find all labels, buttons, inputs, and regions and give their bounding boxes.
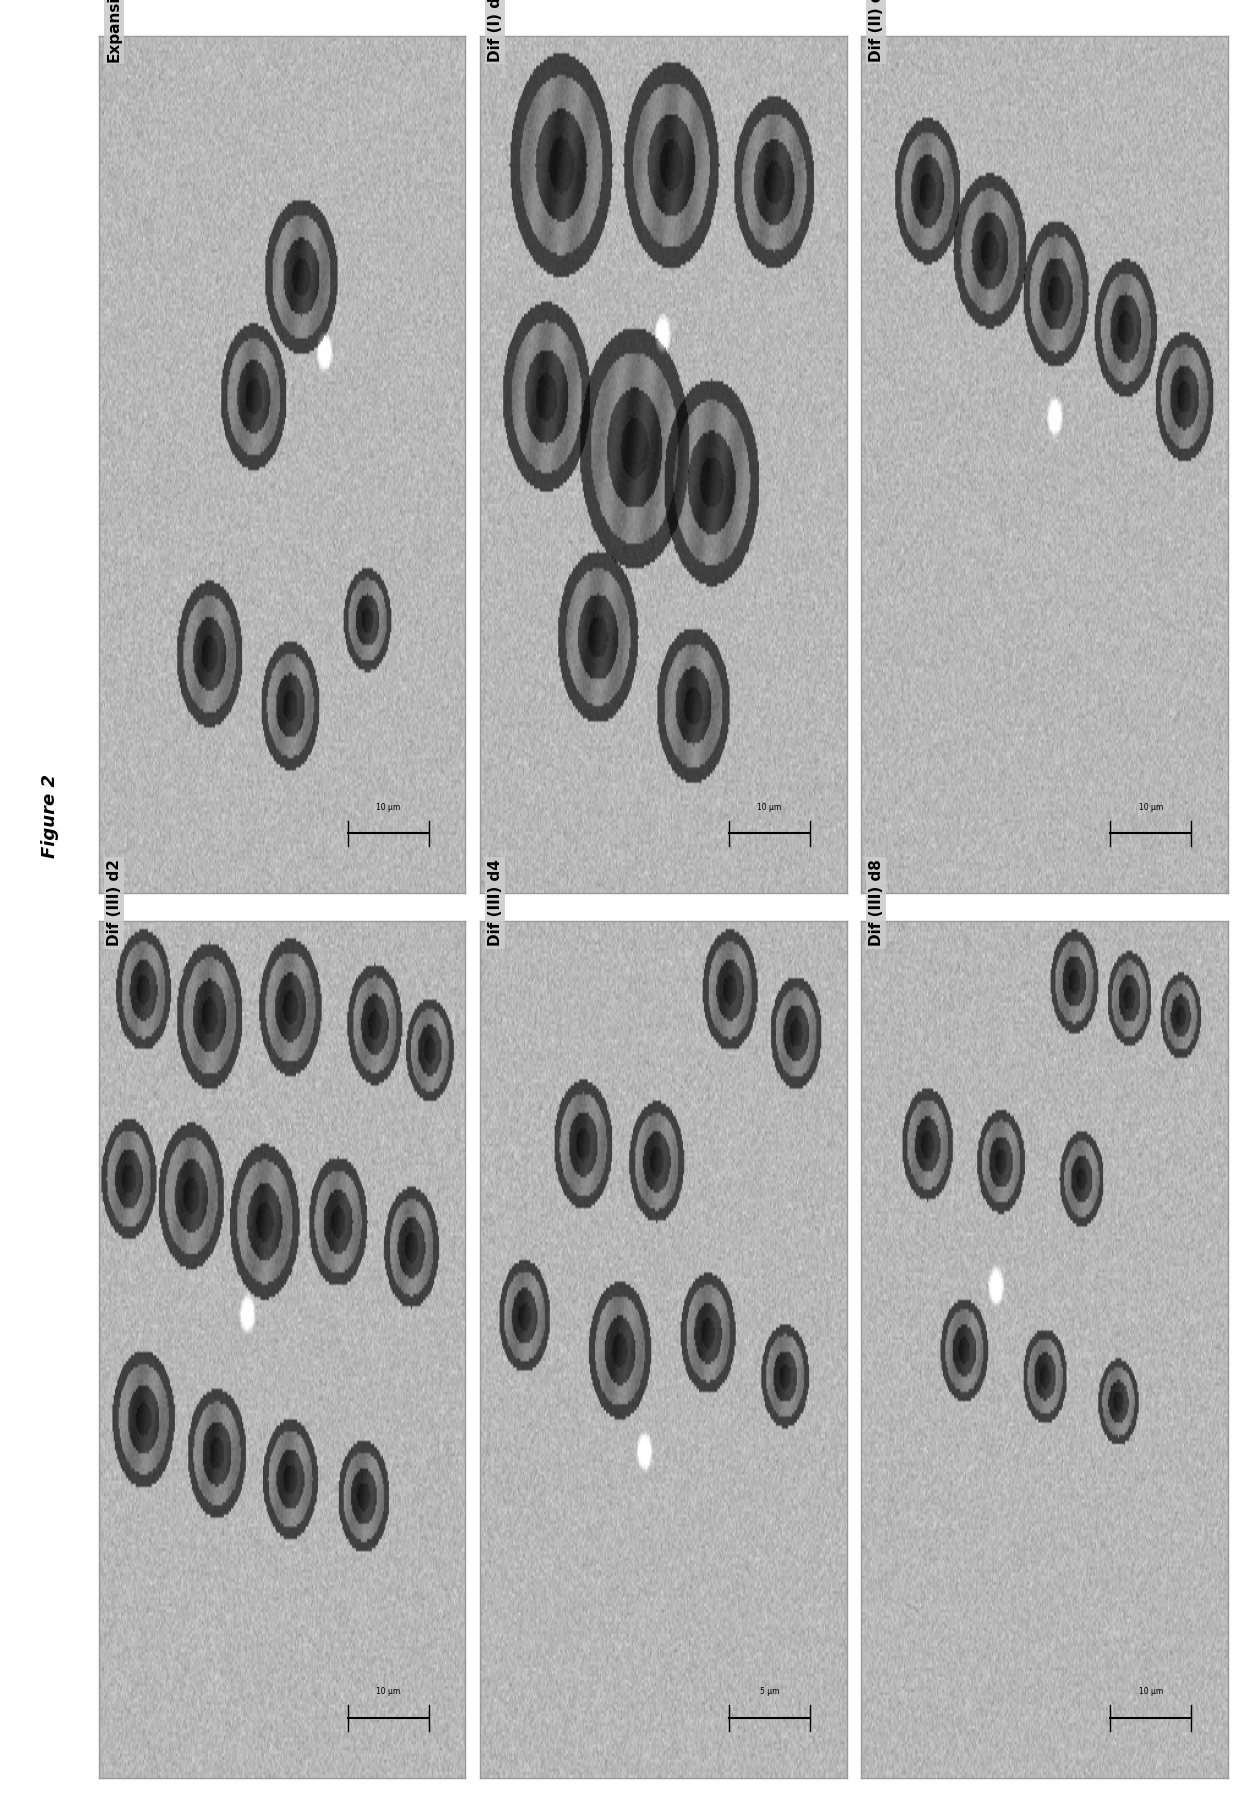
- Text: 10 μm: 10 μm: [1138, 804, 1163, 813]
- Text: 10 μm: 10 μm: [1138, 1687, 1163, 1696]
- Text: Dif (III) d2: Dif (III) d2: [107, 860, 122, 947]
- Text: Dif (I) d5: Dif (I) d5: [487, 0, 502, 62]
- Text: Dif (III) d4: Dif (III) d4: [487, 860, 502, 947]
- Text: Dif (III) d8: Dif (III) d8: [869, 860, 884, 947]
- Text: Dif (II) d4: Dif (II) d4: [869, 0, 884, 62]
- Text: 5 μm: 5 μm: [760, 1687, 780, 1696]
- Text: 10 μm: 10 μm: [758, 804, 781, 813]
- Text: 10 μm: 10 μm: [377, 804, 401, 813]
- Text: Expansion: Expansion: [107, 0, 122, 62]
- Text: Figure 2: Figure 2: [41, 775, 58, 858]
- Text: 10 μm: 10 μm: [377, 1687, 401, 1696]
